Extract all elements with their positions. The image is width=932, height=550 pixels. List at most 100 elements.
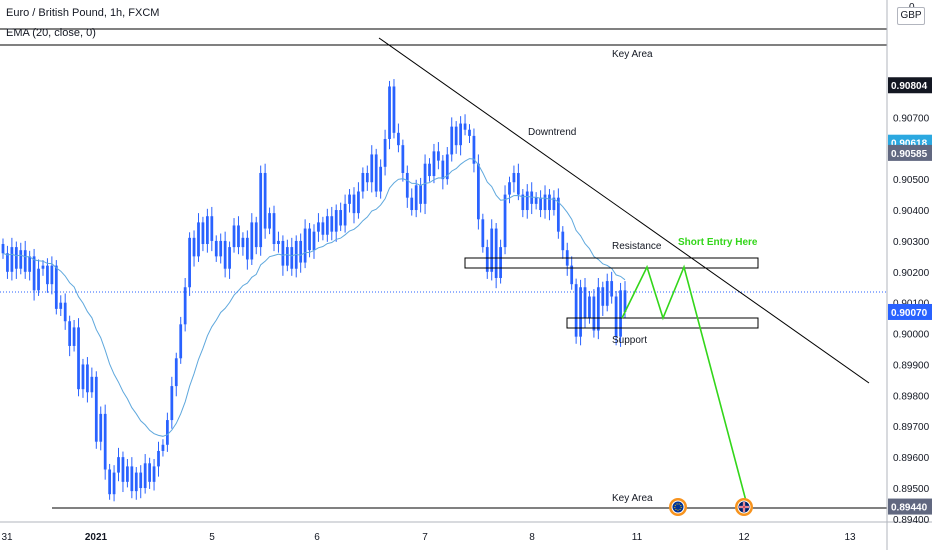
- candle-body: [303, 228, 307, 263]
- candle-body: [99, 413, 103, 442]
- candle-body: [623, 290, 627, 312]
- candle-body: [232, 225, 236, 248]
- candle-body: [419, 185, 423, 204]
- candle-body: [503, 194, 507, 248]
- candle-body: [477, 163, 480, 220]
- candle-body: [272, 213, 276, 245]
- current-price-badge: 0.90070: [891, 308, 928, 319]
- x-tick-label: 8: [529, 532, 535, 543]
- candle-body: [254, 222, 258, 248]
- y-tick-label: 0.90300: [893, 237, 930, 248]
- candle-body: [188, 237, 191, 288]
- candle-body: [148, 463, 151, 482]
- downtrend-line[interactable]: [378, 37, 870, 384]
- candle-body: [94, 376, 98, 442]
- candle-body: [1, 244, 5, 254]
- candle-body: [450, 126, 454, 155]
- annotation-key-area-bottom: Key Area: [612, 493, 653, 504]
- projection-path[interactable]: [621, 264, 747, 502]
- candle-body: [192, 237, 196, 257]
- candle-body: [437, 151, 440, 161]
- candle-body: [205, 216, 209, 245]
- y-tick-label: 0.89600: [893, 453, 930, 464]
- ema-value-badge: 0.90618: [891, 139, 928, 150]
- x-tick-label: 6: [314, 532, 320, 543]
- candle-body: [410, 197, 414, 211]
- ema-indicator-label[interactable]: EMA (20, close, 0): [6, 27, 96, 39]
- candle-body: [601, 287, 605, 306]
- candle-body: [174, 358, 178, 387]
- candle-body: [334, 210, 338, 232]
- candle-body: [59, 302, 63, 309]
- candle-body: [237, 225, 240, 248]
- candle-body: [166, 420, 169, 445]
- candle-body: [441, 160, 445, 180]
- candle-body: [343, 203, 347, 226]
- y-tick-label: 0.90200: [893, 268, 930, 279]
- candle-body: [32, 256, 36, 291]
- x-tick-label: 13: [844, 532, 856, 543]
- candle-body: [388, 86, 391, 139]
- y-tick-label: 0.89900: [893, 360, 930, 371]
- candle-body: [428, 163, 431, 177]
- candle-body: [552, 197, 556, 211]
- candle-body: [103, 413, 107, 470]
- candle-body: [374, 154, 378, 192]
- plot-area[interactable]: [0, 0, 887, 522]
- y-tick-label: 0.90000: [893, 330, 930, 341]
- candle-body: [68, 321, 72, 346]
- y-tick-label: 0.89700: [893, 422, 930, 433]
- candle-body: [134, 472, 138, 492]
- candle-body: [397, 132, 400, 146]
- candle-body: [361, 172, 365, 192]
- time-axis[interactable]: 31 2021 5 6 7 8 11 12 13: [1, 532, 856, 543]
- candle-body: [596, 287, 600, 331]
- uk-flag-event-icon[interactable]: [735, 498, 753, 516]
- candle-body: [281, 240, 285, 266]
- candle-body: [383, 138, 387, 167]
- candle-body: [161, 444, 165, 451]
- candle-body: [494, 228, 498, 278]
- candle-body: [379, 166, 383, 192]
- candle-body: [463, 123, 467, 130]
- candle-body: [308, 228, 311, 251]
- candle-body: [259, 172, 263, 248]
- candle-body: [285, 247, 289, 266]
- candle-body: [10, 247, 14, 272]
- level-price-badge: 0.89440: [891, 503, 928, 514]
- candle-body: [392, 86, 396, 133]
- candle-body: [28, 256, 32, 272]
- candle-body: [46, 265, 49, 285]
- candle-body: [445, 154, 449, 180]
- candle-body: [263, 172, 267, 229]
- candle-body: [157, 450, 160, 467]
- candle-body: [210, 216, 214, 241]
- candle-body: [241, 237, 245, 248]
- candle-body: [143, 463, 147, 489]
- annotation-resistance: Resistance: [612, 241, 662, 252]
- candle-body: [90, 376, 94, 393]
- candle-body: [556, 197, 560, 232]
- candles-layer: [1, 79, 627, 502]
- candle-body: [485, 247, 489, 272]
- candle-body: [112, 472, 116, 495]
- annotation-support: Support: [612, 335, 647, 346]
- resistance-zone[interactable]: [464, 257, 759, 269]
- candle-body: [50, 265, 54, 285]
- candle-body: [330, 216, 334, 232]
- candle-body: [81, 364, 85, 390]
- candle-body: [214, 240, 218, 257]
- y-tick-label: 0.89400: [893, 515, 930, 526]
- eu-flag-event-icon[interactable]: [669, 498, 687, 516]
- candle-body: [223, 240, 227, 269]
- candle-body: [245, 237, 249, 260]
- chart-title[interactable]: Euro / British Pound, 1h, FXCM: [6, 7, 160, 19]
- candle-body: [170, 386, 174, 421]
- level-price-badge-bg: [888, 498, 932, 515]
- currency-button[interactable]: GBP: [897, 7, 925, 25]
- candle-body: [321, 222, 325, 235]
- y-tick-label: 0.89800: [893, 391, 930, 402]
- level-price-badge: 0.90804: [891, 81, 928, 92]
- candle-body: [352, 194, 356, 214]
